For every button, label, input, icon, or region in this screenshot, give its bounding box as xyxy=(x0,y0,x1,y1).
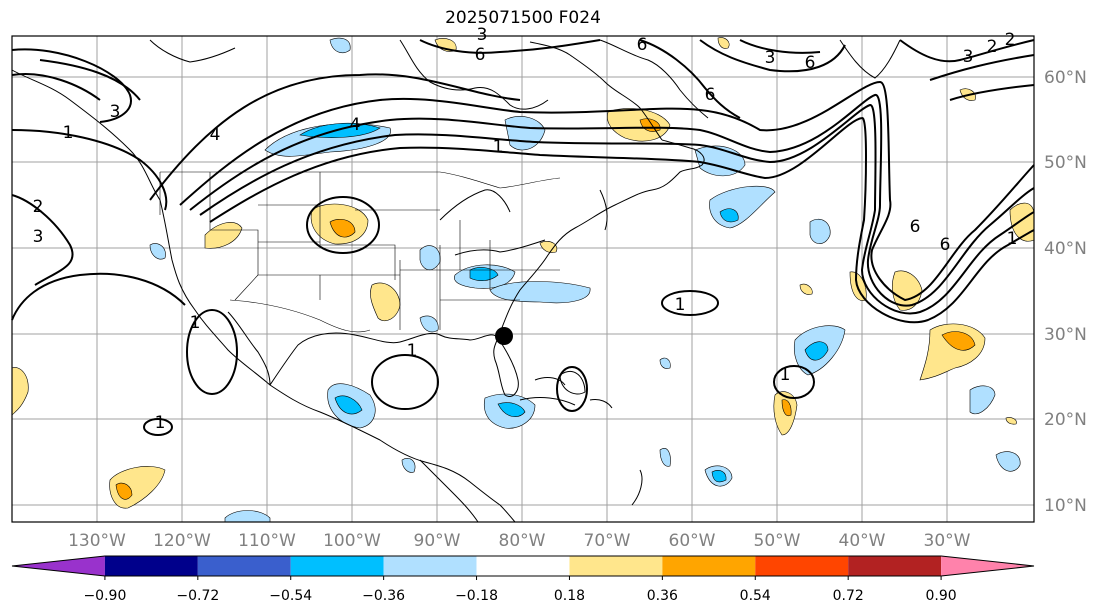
colorbar-tick-label: 0.36 xyxy=(647,588,678,604)
longitude-label: 40°W xyxy=(839,531,886,551)
latitude-label: 30°N xyxy=(1044,325,1087,345)
contour-label: 1 xyxy=(493,137,504,157)
colorbar-segment xyxy=(12,556,105,576)
colorbar-segment xyxy=(848,556,942,576)
colorbar-segment xyxy=(197,556,291,576)
latitude-label: 20°N xyxy=(1044,410,1087,430)
colorbar-tick-label: −0.36 xyxy=(362,588,405,604)
map-frame xyxy=(11,35,1035,523)
latitude-label: 60°N xyxy=(1044,68,1087,88)
longitude-label: 90°W xyxy=(414,531,461,551)
contour-label: 3 xyxy=(963,47,974,67)
longitude-label: 50°W xyxy=(754,531,801,551)
longitude-label: 30°W xyxy=(924,531,971,551)
colorbar-segment xyxy=(941,556,1034,576)
contour-label: 3 xyxy=(765,48,776,68)
latitude-labels: 60°N 50°N 40°N 30°N 20°N 10°N xyxy=(1044,68,1087,516)
colorbar-segment xyxy=(290,556,384,576)
contour-label: 2 xyxy=(1005,30,1016,50)
contour-label: 1 xyxy=(155,413,166,433)
colorbar-segment xyxy=(755,556,849,576)
contour-label: 2 xyxy=(987,37,998,57)
contour-label: 6 xyxy=(805,53,816,73)
contour-label: 1 xyxy=(675,295,686,315)
longitude-label: 60°W xyxy=(669,531,716,551)
colorbar-tick-label: 0.72 xyxy=(833,588,864,604)
colorbar-segment xyxy=(383,556,477,576)
colorbar-tick-label: −0.90 xyxy=(83,588,126,604)
longitude-label: 130°W xyxy=(68,531,126,551)
latitude-label: 40°N xyxy=(1044,239,1087,259)
colorbar: −0.90 −0.72 −0.54 −0.36 −0.18 0.18 0.36 0.54 0.7… xyxy=(11,555,1035,604)
colorbar-tick-label: −0.54 xyxy=(269,588,312,604)
contour-label: 1 xyxy=(190,313,201,333)
latitude-label: 10°N xyxy=(1044,496,1087,516)
latitude-label: 50°N xyxy=(1044,153,1087,173)
map-title: 2025071500 F024 xyxy=(445,8,601,28)
contour-label: 6 xyxy=(940,235,951,255)
longitude-label: 70°W xyxy=(584,531,631,551)
colorbar-tick-label: −0.18 xyxy=(455,588,498,604)
contour-label: 6 xyxy=(475,45,486,65)
political-borders xyxy=(159,171,561,333)
contour-label: 4 xyxy=(350,115,361,135)
contour-label: 6 xyxy=(910,217,921,237)
contour-label: 1 xyxy=(63,123,74,143)
colorbar-tick-label: 0.90 xyxy=(926,588,957,604)
longitude-label: 120°W xyxy=(153,531,211,551)
longitude-label: 110°W xyxy=(238,531,296,551)
longitude-label: 80°W xyxy=(499,531,546,551)
contour-label: 3 xyxy=(477,25,488,45)
contour-label: 3 xyxy=(33,227,44,247)
colorbar-tick-label: 0.18 xyxy=(554,588,585,604)
colorbar-tick-label: −0.72 xyxy=(176,588,219,604)
contour-label: 6 xyxy=(637,35,648,55)
coastlines xyxy=(11,39,901,523)
colorbar-tick-label: 0.54 xyxy=(740,588,771,604)
colorbar-segment xyxy=(569,556,663,576)
station-marker xyxy=(495,327,513,345)
contour-label: 4 xyxy=(210,125,221,145)
contour-label: 1 xyxy=(780,365,791,385)
colorbar-segment xyxy=(104,556,198,576)
longitude-labels: 130°W 120°W 110°W 100°W 90°W 80°W 70°W 60°W 50°W… xyxy=(68,531,971,551)
contour-label: 3 xyxy=(110,102,121,122)
contour-label: 1 xyxy=(407,341,418,361)
contour-label: 1 xyxy=(1007,229,1018,249)
colorbar-segment xyxy=(662,556,756,576)
contour-label: 2 xyxy=(33,197,44,217)
contour-lines xyxy=(11,39,1035,436)
colorbar-segment xyxy=(476,556,570,576)
longitude-label: 100°W xyxy=(323,531,381,551)
contour-label: 6 xyxy=(705,85,716,105)
anomaly-fills xyxy=(11,37,1035,523)
